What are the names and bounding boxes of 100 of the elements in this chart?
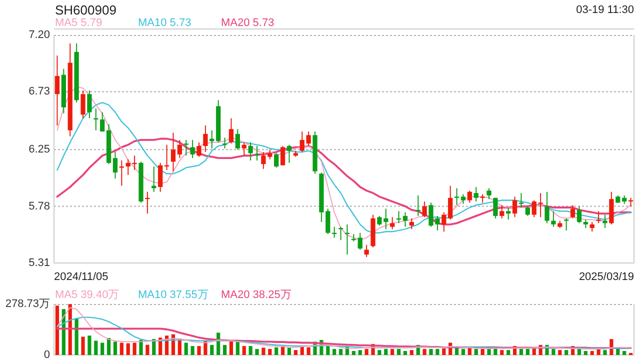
candlestick: [467, 190, 472, 204]
bar: [403, 350, 408, 355]
bar: [294, 350, 298, 355]
y-tick-label: 278.73万: [5, 298, 50, 310]
bar: [184, 342, 188, 355]
candlestick: [228, 118, 234, 144]
candlestick: [518, 192, 524, 208]
y-tick-label: 0: [44, 349, 50, 360]
y-tick-label: 7.20: [28, 29, 50, 41]
candlestick: [409, 218, 414, 230]
chart-title: SH600909: [55, 2, 116, 18]
text: MA20 38.25万: [221, 289, 292, 301]
bar: [287, 348, 292, 355]
bar: [552, 348, 556, 355]
candlestick: [486, 188, 492, 200]
bar: [113, 342, 118, 355]
bar: [500, 350, 504, 355]
candlestick: [525, 206, 530, 216]
text: 03-19 11:30: [576, 4, 634, 16]
bar: [422, 348, 426, 355]
bar: [146, 344, 150, 355]
candlestick: [512, 196, 518, 218]
bar: [378, 350, 382, 355]
candlestick: [242, 142, 246, 156]
bar: [197, 346, 201, 355]
bar: [210, 344, 214, 355]
bar: [442, 348, 446, 355]
candlestick: [158, 162, 163, 192]
bar: [487, 348, 491, 355]
bar: [584, 350, 588, 355]
candlestick: [493, 197, 498, 219]
bar: [390, 348, 394, 355]
bar: [519, 348, 524, 355]
candlestick: [390, 216, 395, 230]
candlestick: [203, 124, 208, 153]
bar: [81, 336, 85, 355]
candlestick: [112, 152, 118, 180]
bar: [88, 336, 92, 355]
y-tick-label: 5.31: [28, 257, 50, 269]
candlestick: [564, 218, 569, 231]
text: MA10 5.73: [138, 17, 192, 29]
bar: [222, 344, 227, 355]
bar: [474, 348, 478, 355]
bar: [55, 306, 60, 355]
bar: [236, 342, 240, 355]
candlestick: [570, 204, 576, 219]
bar: [242, 346, 246, 355]
bar: [306, 347, 310, 355]
bar: [100, 342, 104, 355]
text: MA10 37.55万: [138, 289, 208, 301]
series-label: MA5 39.40万: [55, 289, 120, 301]
candlestick: [442, 212, 446, 232]
line-series: [56, 307, 632, 350]
bar: [190, 346, 194, 355]
bar: [326, 346, 330, 355]
candlestick: [145, 191, 150, 214]
bar: [564, 350, 568, 355]
bar: [94, 340, 98, 355]
bar: [622, 350, 626, 355]
candlestick: [590, 221, 594, 232]
bar: [480, 348, 484, 355]
bar: [410, 350, 414, 355]
candlestick: [54, 55, 60, 126]
candlestick: [170, 132, 176, 172]
y-tick-label: 6.25: [28, 144, 50, 156]
candlestick: [422, 200, 427, 218]
candlestick: [454, 188, 460, 206]
bar: [338, 348, 343, 355]
candlestick: [500, 204, 504, 219]
candlestick: [184, 139, 188, 156]
line-series: [56, 138, 632, 226]
bar: [436, 348, 440, 355]
y-tick-label: 6.73: [28, 86, 50, 98]
bar: [268, 348, 272, 355]
candlestick: [87, 90, 92, 119]
candlestick: [364, 244, 369, 258]
bar: [603, 350, 607, 355]
candlestick: [286, 144, 292, 164]
bar: [526, 348, 530, 355]
candlestick: [100, 112, 105, 132]
bar: [132, 342, 136, 355]
bar: [358, 350, 362, 355]
candlestick: [210, 130, 214, 149]
candlestick: [576, 206, 582, 224]
bar: [558, 350, 562, 355]
bar: [274, 347, 278, 355]
candlestick: [94, 108, 98, 131]
bar: [106, 338, 111, 355]
bar: [248, 346, 252, 355]
candlestick: [506, 207, 511, 220]
bar: [120, 342, 124, 355]
bar: [506, 350, 510, 355]
bar: [139, 340, 143, 355]
candlestick: [280, 145, 286, 166]
candlestick: [248, 142, 253, 161]
candlestick: [177, 139, 182, 159]
candlestick: [544, 191, 550, 224]
candlestick: [551, 210, 556, 228]
candlestick: [222, 137, 228, 149]
bar: [352, 350, 356, 355]
